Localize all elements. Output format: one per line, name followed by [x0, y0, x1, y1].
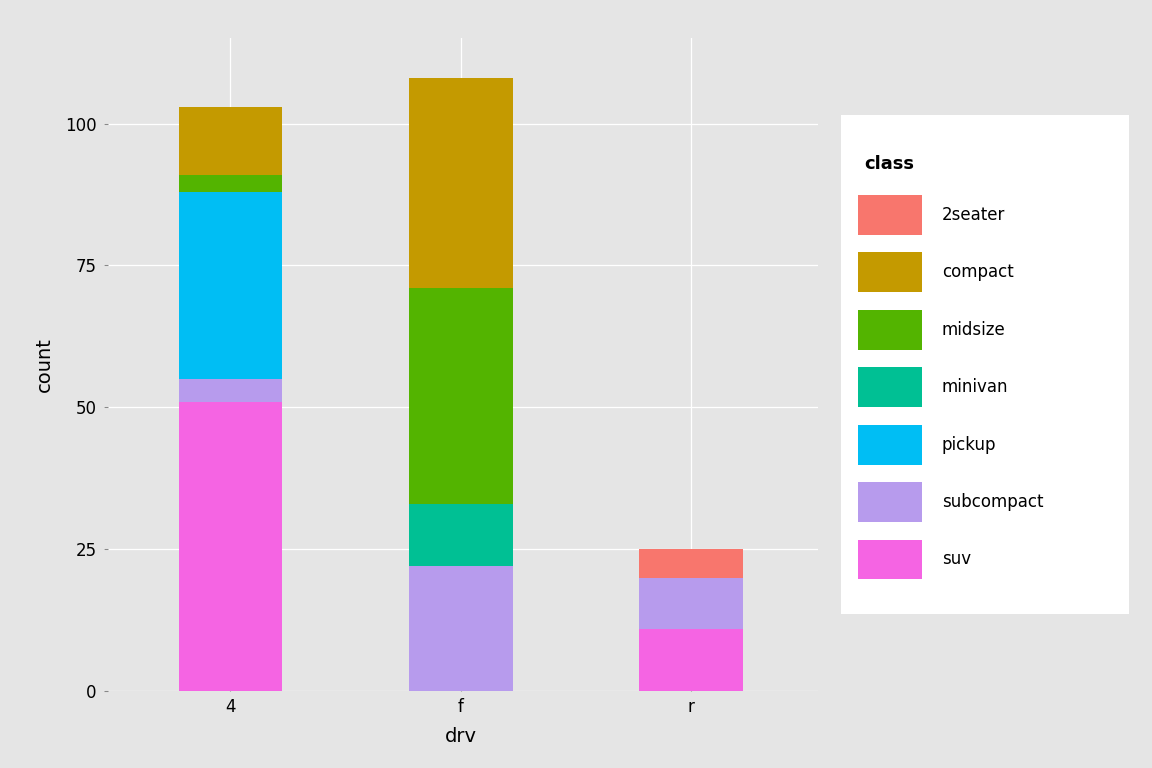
Text: compact: compact [941, 263, 1014, 281]
Bar [639, 549, 743, 578]
FancyBboxPatch shape [858, 253, 922, 293]
Text: minivan: minivan [941, 379, 1008, 396]
FancyBboxPatch shape [858, 425, 922, 465]
Text: subcompact: subcompact [941, 493, 1044, 511]
Bar [409, 504, 513, 566]
Bar [639, 578, 743, 629]
FancyBboxPatch shape [858, 539, 922, 579]
FancyBboxPatch shape [858, 482, 922, 522]
Bar [409, 288, 513, 504]
Bar [179, 174, 282, 192]
Bar [409, 78, 513, 288]
Bar [409, 566, 513, 691]
Text: class: class [864, 155, 914, 173]
FancyBboxPatch shape [858, 310, 922, 350]
Bar [179, 402, 282, 691]
Bar [179, 379, 282, 402]
Text: pickup: pickup [941, 435, 996, 454]
X-axis label: drv: drv [445, 727, 477, 746]
Text: midsize: midsize [941, 321, 1006, 339]
Text: 2seater: 2seater [941, 206, 1006, 224]
FancyBboxPatch shape [858, 195, 922, 235]
Bar [179, 192, 282, 379]
Text: suv: suv [941, 551, 971, 568]
Bar [179, 107, 282, 174]
FancyBboxPatch shape [858, 367, 922, 407]
Bar [639, 629, 743, 691]
Y-axis label: count: count [35, 337, 54, 392]
